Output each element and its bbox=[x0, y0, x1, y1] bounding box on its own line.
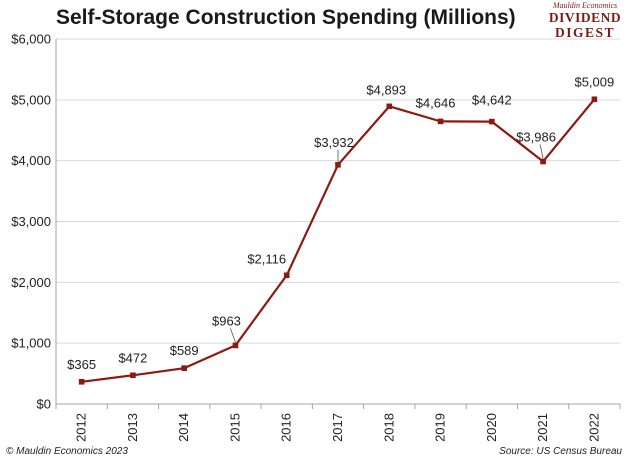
data-label: $472 bbox=[118, 350, 147, 365]
logo-publisher: Mauldin Economics bbox=[552, 1, 618, 10]
y-tick-label: $3,000 bbox=[11, 214, 51, 229]
data-point-marker bbox=[130, 372, 136, 379]
data-label: $3,986 bbox=[516, 130, 556, 145]
data-point-marker bbox=[386, 103, 393, 110]
data-label: $589 bbox=[170, 343, 199, 358]
x-tick-label: 2021 bbox=[535, 413, 550, 442]
data-label: $365 bbox=[67, 357, 96, 372]
y-tick-label: $2,000 bbox=[11, 275, 51, 290]
source-note: Source: US Census Bureau bbox=[499, 446, 622, 457]
y-tick-label: $1,000 bbox=[11, 336, 51, 351]
logo-word-digest: DIGEST bbox=[554, 24, 616, 40]
data-point-marker bbox=[437, 118, 444, 125]
x-axis-tick-labels: 2012 2013 2014 2015 2016 2017 2018 2019 2020 2021… bbox=[74, 413, 602, 442]
logo-word-dividend: DIVIDEND bbox=[548, 10, 622, 25]
x-tick-label: 2017 bbox=[330, 413, 345, 442]
x-tick-label: 2016 bbox=[279, 413, 294, 442]
data-label: $3,932 bbox=[314, 135, 354, 150]
data-label-leader bbox=[539, 144, 544, 159]
x-tick-label: 2015 bbox=[227, 413, 242, 442]
data-label: $963 bbox=[212, 313, 241, 328]
data-label: $4,642 bbox=[472, 93, 512, 108]
x-tick-label: 2022 bbox=[586, 413, 601, 442]
y-tick-label: $6,000 bbox=[11, 32, 51, 47]
x-tick-label: 2018 bbox=[381, 413, 396, 442]
copyright-note: © Mauldin Economics 2023 bbox=[6, 446, 128, 457]
x-tick-label: 2020 bbox=[484, 413, 499, 442]
chart-title: Self-Storage Construction Spending (Mill… bbox=[56, 6, 516, 29]
data-label: $5,009 bbox=[574, 74, 614, 89]
dividend-digest-logo: Mauldin Economics DIVIDEND DIGEST bbox=[545, 2, 625, 39]
data-point-marker bbox=[232, 342, 239, 349]
data-label: $2,116 bbox=[247, 251, 286, 266]
series-spending bbox=[78, 96, 598, 385]
gridlines bbox=[56, 38, 620, 344]
x-tick-label: 2012 bbox=[74, 413, 89, 442]
x-tick-label: 2013 bbox=[125, 413, 140, 442]
data-point-marker bbox=[181, 365, 187, 371]
data-point-marker bbox=[283, 272, 290, 279]
x-tick-label: 2014 bbox=[176, 413, 191, 442]
data-label: $4,893 bbox=[366, 82, 406, 97]
y-tick-label: $4,000 bbox=[11, 153, 51, 168]
data-labels: $365 $472 $589 $963 $2,116 $3,932 $4,893 $4,646… bbox=[67, 74, 614, 372]
axes bbox=[55, 39, 621, 409]
data-point-marker bbox=[591, 96, 598, 103]
data-label-leader bbox=[230, 328, 236, 343]
y-tick-label: $5,000 bbox=[11, 92, 51, 107]
data-point-marker bbox=[335, 162, 341, 168]
x-tick-label: 2019 bbox=[433, 413, 448, 442]
data-point-marker bbox=[78, 378, 85, 385]
data-label: $4,646 bbox=[416, 95, 456, 110]
data-point-marker bbox=[489, 118, 495, 125]
y-axis-tick-labels: $0 $1,000 $2,000 $3,000 $4,000 $5,000 $6,000 bbox=[11, 32, 51, 412]
y-tick-label: $0 bbox=[37, 397, 51, 412]
data-point-marker bbox=[540, 158, 546, 165]
